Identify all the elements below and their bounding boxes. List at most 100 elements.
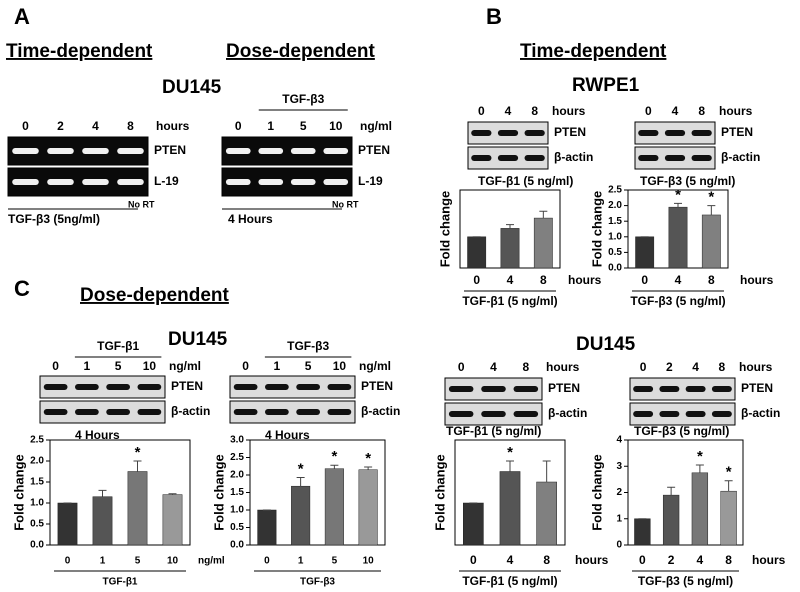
band	[265, 384, 289, 390]
caption: TGF-β3 (5ng/ml)	[8, 212, 100, 226]
band	[711, 411, 732, 417]
y-tick-label: 1.0	[608, 231, 622, 242]
x-unit: hours	[740, 273, 774, 287]
significance: *	[298, 460, 304, 477]
band	[513, 411, 539, 417]
band	[75, 409, 99, 415]
x-tick-label: 2	[668, 553, 675, 567]
band	[43, 409, 68, 415]
x-unit: hours	[752, 553, 786, 567]
bar	[57, 502, 78, 546]
band	[258, 148, 284, 154]
lane-label: 0	[52, 359, 59, 373]
bar	[324, 468, 344, 546]
band	[659, 411, 680, 417]
x-tick-label: 0	[470, 553, 477, 567]
significance: *	[135, 444, 141, 461]
lane-label: 0	[640, 360, 647, 374]
blot-strip	[39, 375, 166, 399]
plot-frame	[49, 439, 191, 546]
bar	[499, 471, 521, 546]
band	[633, 411, 654, 417]
significance: *	[726, 464, 732, 481]
significance: *	[697, 448, 703, 465]
caption: 4 Hours	[265, 428, 310, 442]
group-label: TGF-β3	[287, 339, 329, 353]
row-label: β-actin	[721, 150, 760, 164]
band	[225, 148, 251, 154]
y-tick-label: 2.5	[230, 452, 244, 463]
band	[691, 130, 712, 136]
lane-label: 4	[92, 119, 99, 133]
lane-label: 8	[531, 104, 538, 118]
band	[117, 179, 144, 185]
band	[497, 155, 519, 161]
row-label: PTEN	[721, 125, 753, 139]
panel-label: B	[486, 4, 502, 29]
lane-unit: ng/ml	[359, 359, 391, 373]
bar	[720, 490, 737, 546]
x-tick-label: 10	[167, 556, 179, 567]
lane-unit: hours	[739, 360, 773, 374]
heading: Dose-dependent	[80, 285, 230, 306]
caption: TGF-β1 (5 ng/ml)	[446, 424, 541, 438]
panel-label: A	[14, 4, 30, 29]
error-bar	[667, 486, 676, 496]
bar	[701, 214, 721, 269]
error-bar	[506, 460, 514, 472]
lane-unit: ng/ml	[360, 119, 392, 133]
band	[296, 409, 320, 415]
y-tick-label: 0.5	[30, 519, 44, 530]
lane-label: 8	[698, 104, 705, 118]
x-tick-label: 8	[540, 273, 547, 287]
panel-label: C	[14, 276, 30, 301]
band	[471, 130, 492, 136]
y-axis-label: Fold change	[211, 454, 226, 531]
band	[691, 155, 712, 161]
band	[524, 155, 545, 161]
blot-strip	[629, 402, 736, 426]
group-label: TGF-β3	[282, 92, 324, 106]
error-bar	[506, 224, 514, 229]
y-tick-label: 2.0	[230, 470, 244, 481]
band	[664, 155, 686, 161]
x-unit: ng/ml	[198, 556, 225, 567]
band	[638, 155, 659, 161]
error-bar	[168, 493, 177, 495]
cell-line: DU145	[576, 334, 636, 355]
lane-unit: hours	[552, 104, 586, 118]
lane-label: 2	[666, 360, 673, 374]
error-bar	[724, 480, 733, 492]
significance: *	[507, 444, 513, 461]
x-tick-label: 1	[298, 556, 304, 567]
error-bar	[296, 476, 305, 487]
y-tick-label: 1.5	[230, 487, 244, 498]
y-tick-label: 0.0	[30, 540, 44, 551]
lane-unit: hours	[546, 360, 580, 374]
x-tick-label: 0	[641, 273, 648, 287]
y-tick-label: 2.5	[608, 185, 622, 196]
error-bar	[695, 464, 704, 473]
error-bar	[133, 460, 142, 472]
note: No RT	[332, 199, 359, 209]
band	[327, 384, 352, 390]
lane-label: 0	[22, 119, 29, 133]
y-tick-label: 2.0	[30, 456, 44, 467]
band	[448, 411, 474, 417]
bar	[162, 494, 183, 546]
lane-unit: hours	[719, 104, 753, 118]
bar	[92, 496, 113, 546]
x-tick-label: 0	[473, 273, 480, 287]
caption: 4 Hours	[75, 428, 120, 442]
band	[106, 409, 130, 415]
caption: 4 Hours	[228, 212, 273, 226]
band	[290, 148, 316, 154]
blot-strip	[39, 400, 166, 424]
significance: *	[365, 450, 371, 467]
y-tick-label: 1.0	[230, 505, 244, 516]
row-label: L-19	[154, 174, 179, 188]
lane-label: 0	[235, 119, 242, 133]
band	[47, 148, 74, 154]
blot-strip	[629, 377, 736, 401]
x-axis-label: TGF-β1	[103, 577, 138, 588]
